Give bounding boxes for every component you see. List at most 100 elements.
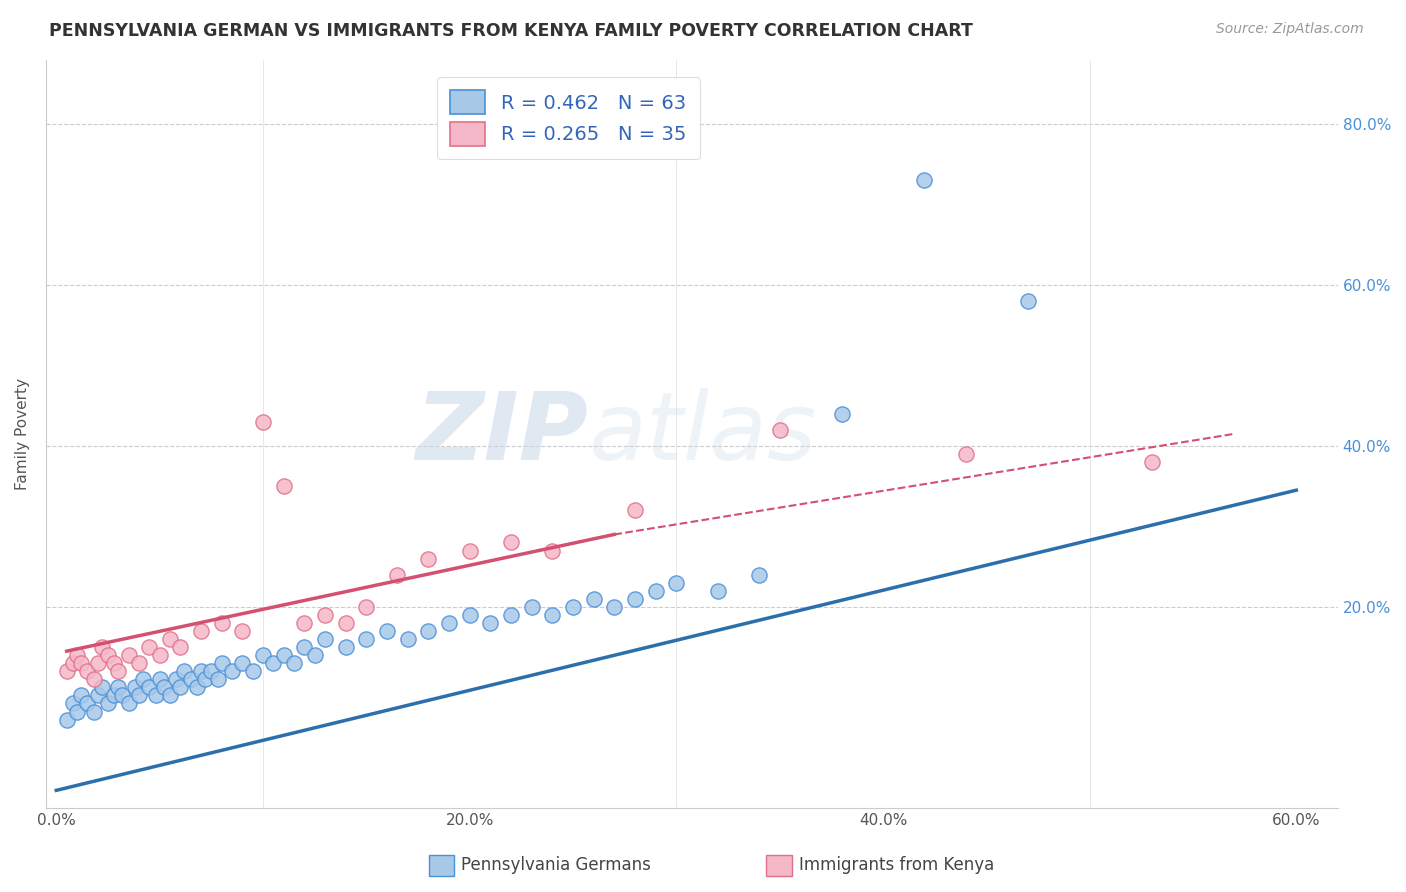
- Point: [644, 583, 666, 598]
- Point: [70, 689, 93, 703]
- Point: [541, 543, 564, 558]
- Point: [145, 689, 167, 703]
- Point: [138, 681, 160, 695]
- Point: [273, 479, 295, 493]
- Point: [107, 681, 129, 695]
- Point: [624, 503, 647, 517]
- Point: [207, 673, 229, 687]
- Point: [117, 697, 139, 711]
- Point: [169, 640, 191, 654]
- Point: [541, 607, 564, 622]
- Text: ZIP: ZIP: [416, 388, 589, 480]
- Point: [86, 689, 108, 703]
- Point: [262, 657, 284, 671]
- Point: [396, 632, 419, 646]
- Point: [124, 681, 146, 695]
- Point: [831, 407, 853, 421]
- Point: [86, 657, 108, 671]
- Text: PENNSYLVANIA GERMAN VS IMMIGRANTS FROM KENYA FAMILY POVERTY CORRELATION CHART: PENNSYLVANIA GERMAN VS IMMIGRANTS FROM K…: [49, 22, 973, 40]
- Point: [418, 624, 440, 638]
- Point: [665, 575, 688, 590]
- Point: [55, 665, 77, 679]
- Point: [375, 624, 398, 638]
- Y-axis label: Family Poverty: Family Poverty: [15, 378, 30, 490]
- Point: [62, 657, 84, 671]
- Point: [1017, 293, 1039, 308]
- Text: Immigrants from Kenya: Immigrants from Kenya: [799, 856, 994, 874]
- Point: [1140, 455, 1163, 469]
- Point: [314, 632, 336, 646]
- Text: Pennsylvania Germans: Pennsylvania Germans: [461, 856, 651, 874]
- Point: [231, 657, 253, 671]
- Point: [103, 657, 125, 671]
- Point: [335, 615, 357, 630]
- Point: [582, 591, 605, 606]
- Point: [520, 599, 543, 614]
- Point: [769, 423, 792, 437]
- Point: [190, 665, 212, 679]
- Point: [76, 665, 98, 679]
- Point: [55, 713, 77, 727]
- Point: [562, 599, 585, 614]
- Point: [242, 665, 264, 679]
- Point: [83, 673, 105, 687]
- Point: [335, 640, 357, 654]
- Point: [159, 689, 181, 703]
- Point: [292, 640, 315, 654]
- Point: [149, 673, 172, 687]
- Point: [132, 673, 155, 687]
- Point: [97, 648, 120, 662]
- Point: [624, 591, 647, 606]
- Point: [955, 447, 977, 461]
- Text: Source: ZipAtlas.com: Source: ZipAtlas.com: [1216, 22, 1364, 37]
- Point: [103, 689, 125, 703]
- Point: [83, 705, 105, 719]
- Point: [304, 648, 326, 662]
- Point: [499, 607, 522, 622]
- Point: [76, 697, 98, 711]
- Point: [458, 607, 481, 622]
- Point: [66, 705, 89, 719]
- Point: [186, 681, 208, 695]
- Point: [97, 697, 120, 711]
- Point: [252, 415, 274, 429]
- Point: [165, 673, 187, 687]
- Point: [111, 689, 134, 703]
- Point: [273, 648, 295, 662]
- Point: [90, 681, 112, 695]
- Point: [62, 697, 84, 711]
- Point: [356, 632, 378, 646]
- Point: [387, 567, 409, 582]
- Point: [200, 665, 222, 679]
- Point: [169, 681, 191, 695]
- Point: [912, 173, 935, 187]
- Point: [90, 640, 112, 654]
- Point: [152, 681, 174, 695]
- Point: [231, 624, 253, 638]
- Point: [748, 567, 770, 582]
- Point: [603, 599, 626, 614]
- Point: [252, 648, 274, 662]
- Point: [190, 624, 212, 638]
- Point: [458, 543, 481, 558]
- Point: [66, 648, 89, 662]
- Text: atlas: atlas: [589, 388, 817, 479]
- Legend: R = 0.462   N = 63, R = 0.265   N = 35: R = 0.462 N = 63, R = 0.265 N = 35: [437, 77, 700, 160]
- Point: [159, 632, 181, 646]
- Point: [437, 615, 460, 630]
- Point: [173, 665, 195, 679]
- Point: [314, 607, 336, 622]
- Point: [128, 657, 150, 671]
- Point: [706, 583, 728, 598]
- Point: [283, 657, 305, 671]
- Point: [418, 551, 440, 566]
- Point: [211, 615, 233, 630]
- Point: [180, 673, 202, 687]
- Point: [128, 689, 150, 703]
- Point: [211, 657, 233, 671]
- Point: [499, 535, 522, 549]
- Point: [138, 640, 160, 654]
- Point: [70, 657, 93, 671]
- Point: [479, 615, 502, 630]
- Point: [221, 665, 243, 679]
